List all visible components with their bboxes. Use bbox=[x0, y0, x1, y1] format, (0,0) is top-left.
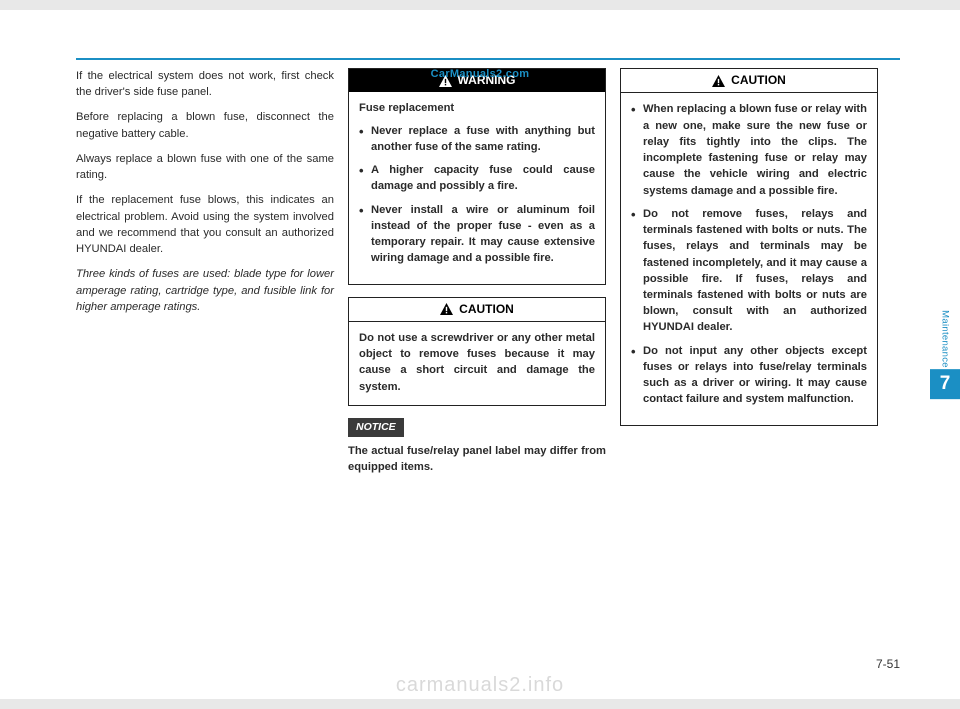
side-label: Maintenance bbox=[940, 310, 951, 368]
body-text: Always replace a blown fuse with one of … bbox=[76, 151, 334, 183]
side-number: 7 bbox=[930, 369, 960, 399]
warning-body: Fuse replacement Never replace a fuse wi… bbox=[349, 92, 605, 283]
caution-icon bbox=[712, 75, 725, 87]
watermark-top: CarManuals2.com bbox=[431, 68, 530, 80]
caution-header: CAUTION bbox=[349, 298, 605, 322]
warning-item: Never replace a fuse with anything but a… bbox=[359, 123, 595, 155]
top-rule bbox=[76, 58, 900, 60]
warning-box: WARNING Fuse replacement Never replace a… bbox=[348, 68, 606, 285]
page-number: 7-51 bbox=[876, 657, 900, 671]
notice-block: NOTICE The actual fuse/relay panel label… bbox=[348, 418, 606, 476]
side-tab: Maintenance 7 bbox=[930, 310, 960, 400]
caution-title: CAUTION bbox=[459, 301, 514, 318]
warning-item: A higher capacity fuse could cause damag… bbox=[359, 162, 595, 194]
caution-item: When replacing a blown fuse or relay wit… bbox=[631, 101, 867, 198]
caution-item: Do not remove fuses, relays and terminal… bbox=[631, 206, 867, 336]
manual-page: CarManuals2.com If the electrical system… bbox=[0, 10, 960, 699]
notice-tag: NOTICE bbox=[348, 418, 404, 437]
caution-header: CAUTION bbox=[621, 69, 877, 93]
column-1: If the electrical system does not work, … bbox=[76, 68, 334, 476]
body-text-italic: Three kinds of fuses are used: blade typ… bbox=[76, 266, 334, 315]
caution-title: CAUTION bbox=[731, 72, 786, 89]
column-2: WARNING Fuse replacement Never replace a… bbox=[348, 68, 606, 476]
caution-item: Do not input any other objects except fu… bbox=[631, 343, 867, 408]
body-text: If the electrical system does not work, … bbox=[76, 68, 334, 100]
content-columns: If the electrical system does not work, … bbox=[76, 68, 900, 476]
caution-body: Do not use a screwdriver or any other me… bbox=[349, 322, 605, 405]
caution-icon bbox=[440, 303, 453, 315]
caution-box: CAUTION Do not use a screwdriver or any … bbox=[348, 297, 606, 406]
body-text: Before replacing a blown fuse, disconnec… bbox=[76, 109, 334, 141]
warning-item: Never install a wire or aluminum foil in… bbox=[359, 202, 595, 267]
caution-body: When replacing a blown fuse or relay wit… bbox=[621, 93, 877, 424]
column-3: CAUTION When replacing a blown fuse or r… bbox=[620, 68, 878, 476]
notice-text: The actual fuse/relay panel label may di… bbox=[348, 443, 606, 475]
watermark-bottom: carmanuals2.info bbox=[396, 674, 564, 697]
caution-box: CAUTION When replacing a blown fuse or r… bbox=[620, 68, 878, 426]
body-text: If the replacement fuse blows, this indi… bbox=[76, 192, 334, 257]
warning-subhead: Fuse replacement bbox=[359, 100, 595, 116]
